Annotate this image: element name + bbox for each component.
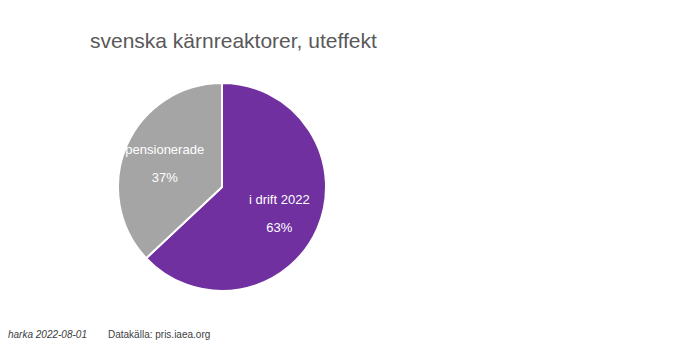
slice-label: i drift 2022 <box>249 192 310 207</box>
source-note: Datakälla: pris.iaea.org <box>108 329 210 340</box>
pie-labels: i drift 2022 63% pensionerade 37% <box>125 142 309 235</box>
chart: svenska kärnreaktorer, uteffekt i drift 2… <box>0 0 700 350</box>
slice-label: pensionerade <box>125 142 204 157</box>
author-note: harka 2022-08-01 <box>8 329 87 340</box>
title: svenska kärnreaktorer, uteffekt <box>90 29 377 52</box>
data-label: 63% <box>266 220 292 235</box>
pie-slice <box>118 83 222 258</box>
pie <box>118 83 326 291</box>
data-label: 37% <box>152 170 178 185</box>
